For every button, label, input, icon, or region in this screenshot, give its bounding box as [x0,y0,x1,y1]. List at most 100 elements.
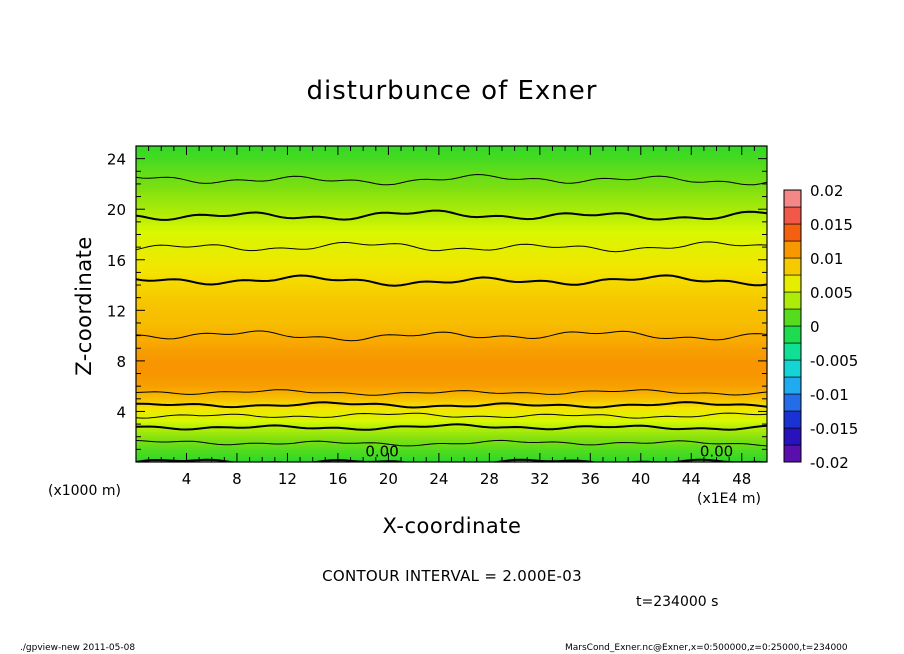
colorbar-frame [783,189,802,463]
field-band [136,251,767,256]
field-band [136,340,767,344]
field-band [136,236,767,241]
field-band [136,451,767,455]
contour-line [136,330,767,342]
field-band [136,415,767,420]
x-tick-label: 44 [682,470,701,488]
field-band [136,191,767,195]
field-band [136,426,767,430]
field-band [136,383,767,387]
contour-layer [136,173,767,462]
x-tick-label: 24 [429,470,448,488]
colorbar-cell [783,359,802,378]
field-band [136,168,767,172]
field-band [136,350,767,354]
field-band [136,206,767,210]
x-tick-label: 16 [328,470,347,488]
field-band [136,249,767,253]
colorbar-tick-label: 0.02 [810,182,843,200]
field-band [136,446,767,450]
colorbar-cell [783,308,802,327]
field-band [136,324,767,329]
field-band [136,357,767,362]
y-tick-label: 12 [107,302,126,320]
field-band [136,297,767,301]
field-band [136,342,767,347]
field-band [136,421,767,425]
field-band [136,355,767,359]
time-stamp: t=234000 s [636,594,719,610]
field-band [136,261,767,266]
x-axis-label: X-coordinate [382,514,522,538]
field-band [136,418,767,423]
field-band [136,228,767,233]
contour-label: 0.00 [365,442,398,460]
field-band [136,322,767,326]
x-tick-label: 28 [480,470,499,488]
x-tick-label: 36 [581,470,600,488]
y-tick-label: 20 [107,201,126,219]
field-band [136,408,767,412]
field-band [136,398,767,402]
colorbar-cell [783,393,802,412]
field-band [136,266,767,271]
colorbar-tick-label: 0.01 [810,250,843,268]
colorbar-cell [783,376,802,395]
colorbar-cell [783,223,802,242]
field-band [136,170,767,175]
field-band [136,345,767,349]
field-band [136,327,767,332]
field-band [136,332,767,337]
field-band [136,441,767,445]
field-band [136,218,767,223]
field-band [136,307,767,311]
field-band [136,375,767,380]
contour-line [136,241,767,253]
field-band [136,284,767,289]
field-band [136,385,767,390]
field-band [136,431,767,435]
field-band [136,178,767,182]
field-band [136,158,767,162]
field-band [136,287,767,291]
contour-line [136,423,767,431]
field-band [136,264,767,268]
field-band [136,201,767,205]
colorbar-tick-label: -0.01 [810,386,849,404]
field-band [136,175,767,180]
field-band [136,395,767,400]
field-band [136,378,767,382]
x-axis-unit-label: (x1000 m) [48,483,121,499]
contour-line [136,274,767,287]
x-tick-label: 40 [631,470,650,488]
field-band [136,373,767,377]
contour-line [136,389,767,396]
field-band [136,155,767,160]
field-band [136,165,767,170]
field-band [136,299,767,304]
colorbar-tick-label: -0.015 [810,420,858,438]
field-band [136,274,767,278]
field-band [136,233,767,238]
x-tick-label: 8 [232,470,242,488]
field-band [136,276,767,281]
colorbar-cell [783,291,802,310]
field-band [136,282,767,286]
field-band [136,405,767,410]
field-band [136,312,767,316]
contour-line [136,209,767,221]
contour-line [136,412,767,419]
x-tick-label: 48 [732,470,751,488]
field-band [136,188,767,193]
x-axis-scale-label: (x1E4 m) [697,491,761,507]
colorbar-cell [783,206,802,225]
colorbar-cell [783,325,802,344]
field-band [136,370,767,375]
field-band [136,203,767,208]
field-band [136,153,767,157]
field-band [136,443,767,448]
field-band [136,360,767,364]
field-band [136,317,767,321]
field-band [136,289,767,294]
